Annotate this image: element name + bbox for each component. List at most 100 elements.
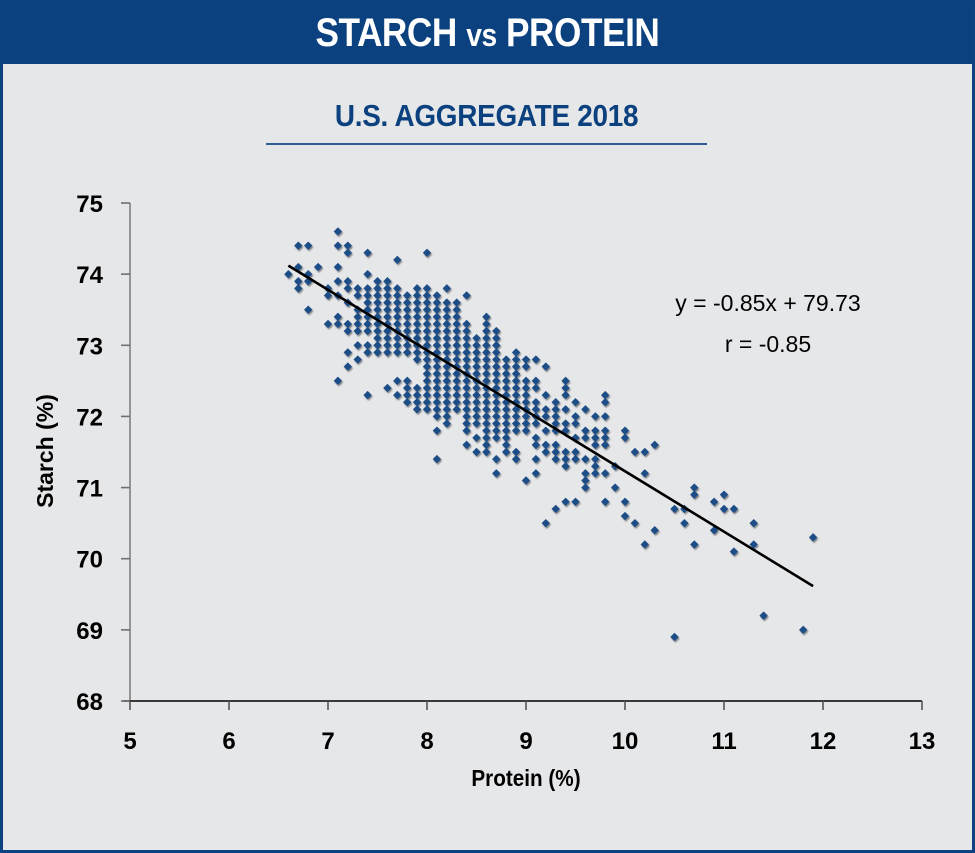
x-tick-label: 13 — [909, 728, 936, 755]
data-point — [610, 483, 620, 492]
data-point — [541, 405, 550, 414]
data-point — [581, 483, 590, 492]
data-point — [521, 476, 531, 485]
data-point — [640, 469, 649, 478]
data-point — [393, 291, 402, 300]
data-point — [373, 291, 382, 300]
data-point — [323, 319, 333, 329]
data-point — [492, 341, 501, 350]
data-point — [373, 284, 382, 293]
data-point — [403, 341, 412, 350]
data-point — [551, 440, 560, 450]
x-axis-title: Protein (%) — [471, 765, 580, 791]
data-point — [363, 298, 372, 307]
data-point — [422, 369, 432, 378]
data-point — [561, 447, 570, 457]
data-point — [472, 341, 481, 350]
title-vs: vs — [466, 17, 497, 53]
x-tick-label: 5 — [123, 728, 136, 755]
data-point — [343, 319, 352, 329]
data-point — [422, 248, 432, 257]
data-point — [442, 369, 451, 378]
data-point — [343, 284, 352, 293]
data-point — [333, 319, 343, 329]
data-point — [412, 312, 422, 322]
data-point — [383, 341, 392, 350]
data-point — [502, 433, 511, 442]
data-point — [492, 419, 501, 428]
data-point — [343, 326, 352, 336]
data-point — [343, 248, 352, 257]
data-point — [393, 319, 402, 329]
data-point — [729, 504, 739, 514]
data-point — [709, 497, 719, 506]
data-point — [551, 454, 560, 464]
data-point — [353, 291, 362, 300]
data-point — [452, 398, 461, 407]
data-point — [601, 390, 610, 400]
data-point — [640, 447, 649, 457]
y-axis-title: Starch (%) — [32, 394, 58, 508]
data-point — [412, 355, 422, 364]
data-point — [294, 241, 303, 250]
data-point — [363, 326, 372, 336]
data-point — [521, 426, 531, 435]
data-point — [531, 376, 541, 386]
trendline — [287, 264, 814, 588]
data-point — [511, 369, 521, 378]
data-point — [442, 298, 451, 307]
data-point — [492, 376, 501, 386]
x-tick-label: 6 — [222, 728, 235, 755]
data-point — [422, 291, 432, 300]
data-point — [422, 362, 432, 371]
data-point — [601, 469, 610, 478]
data-point — [521, 362, 531, 371]
data-point — [690, 490, 699, 499]
data-point — [511, 383, 521, 393]
data-point — [432, 341, 442, 350]
header-band: STARCH vs PROTEIN — [3, 3, 972, 64]
data-point — [393, 255, 402, 265]
data-point — [462, 355, 471, 364]
data-point — [561, 390, 570, 400]
y-tick-label: 74 — [76, 262, 103, 289]
data-point — [363, 341, 372, 350]
data-point — [393, 333, 402, 343]
data-point — [719, 490, 729, 499]
data-point — [462, 362, 471, 371]
page-title: STARCH vs PROTEIN — [316, 11, 660, 56]
data-point — [403, 305, 412, 314]
data-point — [343, 362, 352, 371]
data-point — [353, 312, 362, 322]
data-point — [551, 419, 560, 428]
data-point — [393, 348, 402, 357]
data-point — [353, 355, 362, 364]
title-protein: PROTEIN — [506, 11, 660, 55]
data-point — [482, 433, 491, 442]
data-point — [432, 454, 442, 464]
data-point — [541, 440, 550, 450]
data-point — [462, 412, 471, 421]
data-point — [432, 291, 442, 300]
data-point — [343, 277, 352, 286]
data-point — [373, 341, 382, 350]
data-point — [323, 291, 333, 300]
data-point — [333, 376, 343, 386]
data-point — [403, 390, 412, 400]
data-point — [502, 447, 511, 457]
data-point — [759, 611, 768, 620]
data-point — [581, 476, 590, 485]
data-point — [601, 426, 610, 435]
data-point — [393, 305, 402, 314]
data-point — [452, 326, 461, 336]
data-point — [432, 312, 442, 322]
data-point — [620, 511, 630, 521]
data-point — [412, 405, 422, 414]
data-point — [482, 419, 491, 428]
data-point — [511, 348, 521, 357]
data-point — [502, 440, 511, 450]
data-point — [640, 540, 649, 549]
data-point — [591, 454, 600, 464]
data-point — [670, 504, 679, 514]
